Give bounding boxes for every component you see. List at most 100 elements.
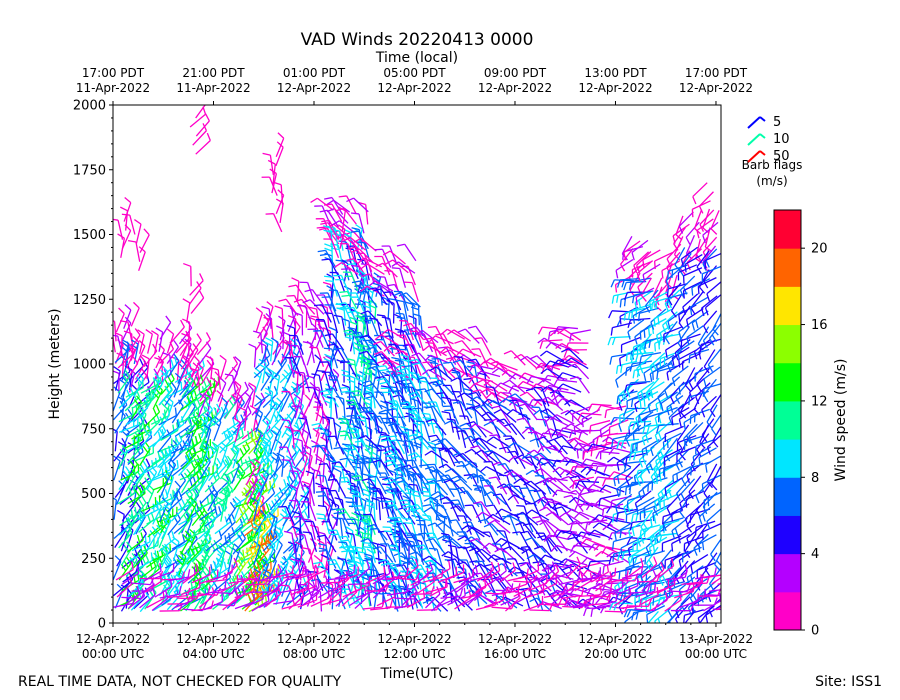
top-tick-time: 21:00 PDT	[182, 66, 245, 80]
footer-site: Site: ISS1	[815, 674, 882, 690]
colorbar-tick-label: 0	[811, 624, 819, 639]
wind-barb	[261, 306, 272, 329]
wind-barb	[195, 362, 204, 388]
wind-barb	[701, 395, 717, 418]
wind-barb	[278, 315, 286, 341]
wind-barb	[678, 211, 694, 234]
wind-barb	[180, 390, 198, 411]
wind-barb	[201, 359, 213, 385]
wind-barb	[224, 356, 239, 380]
wind-barb	[233, 417, 242, 443]
wind-barb	[235, 441, 251, 465]
wind-barb	[135, 510, 146, 535]
wind-barb	[140, 425, 153, 450]
wind-barb	[189, 367, 201, 391]
wind-barb	[250, 497, 259, 522]
wind-barb	[248, 343, 257, 368]
wind-barb	[262, 152, 274, 176]
wind-barb	[464, 504, 482, 524]
wind-barb	[127, 239, 141, 262]
wind-barb	[719, 595, 721, 598]
wind-barb	[265, 213, 283, 233]
wind-barb	[117, 396, 126, 421]
wind-barb	[205, 512, 216, 537]
wind-barb	[196, 332, 211, 356]
wind-barb	[145, 329, 153, 354]
wind-barb	[607, 336, 631, 346]
wind-barb	[137, 329, 145, 354]
wind-barb	[232, 531, 246, 555]
colorbar-segment	[774, 439, 801, 478]
wind-barb	[714, 550, 721, 571]
wind-barb	[260, 339, 269, 364]
wind-barb	[167, 512, 181, 536]
wind-barb	[225, 498, 238, 523]
top-tick-time: 05:00 PDT	[383, 66, 446, 80]
legend-label: 10	[773, 132, 790, 147]
wind-barb	[596, 404, 621, 413]
wind-barb	[684, 367, 696, 392]
wind-barb	[113, 333, 116, 353]
wind-barb	[200, 402, 213, 427]
legend-barb-flag	[759, 150, 766, 156]
x-tick-date: 12-Apr-2022	[578, 632, 652, 646]
wind-barb	[269, 360, 283, 384]
top-tick-date: 11-Apr-2022	[176, 81, 250, 95]
wind-barb	[246, 480, 257, 505]
wind-barb	[239, 406, 248, 431]
wind-barb	[179, 332, 192, 357]
wind-barb	[321, 258, 340, 278]
wind-barb	[402, 444, 414, 467]
wind-barb	[173, 473, 186, 498]
y-axis-label: Height (meters)	[47, 308, 63, 419]
wind-barb	[116, 352, 125, 377]
legend-barb-flag	[759, 116, 766, 122]
wind-barb	[608, 553, 632, 565]
wind-barb	[641, 425, 660, 446]
wind-barb	[159, 315, 172, 340]
colorbar-segment	[774, 515, 801, 555]
wind-barb	[235, 428, 254, 448]
top-tick-date: 12-Apr-2022	[377, 81, 451, 95]
wind-barb	[220, 514, 236, 537]
wind-barb	[186, 343, 199, 368]
wind-barb	[128, 358, 144, 381]
wind-barb	[185, 433, 202, 455]
x-tick-time: 00:00 UTC	[685, 647, 747, 661]
wind-barb	[121, 213, 136, 235]
legend-barb-flag	[759, 133, 766, 139]
wind-barb	[113, 370, 120, 394]
wind-barb	[694, 520, 716, 536]
wind-barb	[540, 461, 562, 478]
legend-label: 5	[773, 115, 781, 130]
wind-barb	[133, 372, 145, 398]
wind-barb	[113, 497, 117, 520]
y-tick-label: 1000	[73, 358, 106, 373]
wind-barb	[706, 508, 721, 530]
wind-barb	[284, 427, 294, 453]
wind-barb	[483, 460, 501, 481]
wind-barb	[199, 455, 211, 480]
colorbar-tick-label: 20	[811, 242, 828, 257]
wind-barb	[248, 382, 257, 407]
legend-barb-icon	[747, 116, 761, 129]
wind-barb	[604, 405, 627, 419]
wind-barb	[205, 355, 214, 380]
barb-legend: 5 10 50	[747, 115, 790, 164]
wind-barb	[151, 373, 162, 398]
colorbar-tick-label: 4	[811, 547, 819, 562]
wind-barb	[178, 511, 192, 535]
y-axis-ticks: 0 250 500 750 1000 1250 1500 1750 2000	[73, 99, 113, 632]
wind-barb	[158, 382, 173, 406]
wind-barb	[539, 350, 565, 362]
wind-barb	[684, 533, 697, 559]
wind-barb	[252, 330, 264, 354]
wind-barb	[154, 356, 164, 381]
wind-barb	[233, 356, 242, 381]
colorbar-tick-label: 8	[811, 471, 819, 486]
wind-barb	[271, 340, 282, 366]
wind-barb	[119, 320, 133, 342]
wind-barb	[585, 502, 611, 511]
